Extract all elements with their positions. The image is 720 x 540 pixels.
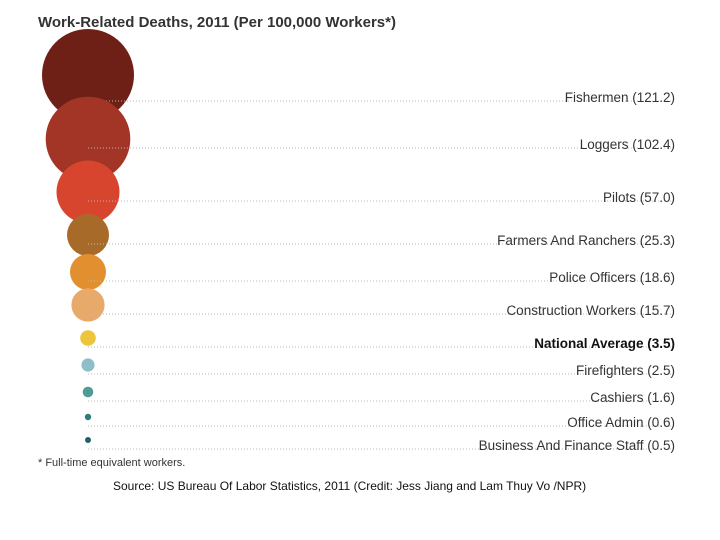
chart-source: Source: US Bureau Of Labor Statistics, 2… (113, 479, 586, 493)
bubble-6 (80, 330, 96, 346)
bubble-1 (45, 96, 131, 182)
bubble-8 (82, 386, 94, 398)
chart-footnote: * Full-time equivalent workers. (38, 457, 185, 469)
row-label-7: Firefighters (2.5) (576, 363, 675, 378)
bubble-4 (70, 254, 106, 290)
row-label-0: Fishermen (121.2) (565, 90, 675, 105)
chart-title: Work-Related Deaths, 2011 (Per 100,000 W… (38, 14, 396, 31)
chart-rows: Fishermen (121.2) Loggers (102.4) Pilots (… (42, 29, 675, 453)
bubble-0 (42, 29, 134, 121)
bubble-3 (67, 214, 109, 256)
row-label-8: Cashiers (1.6) (590, 390, 675, 405)
row-label-9: Office Admin (0.6) (567, 415, 675, 430)
row-label-6: National Average (3.5) (534, 336, 675, 351)
bubble-2 (56, 160, 120, 224)
bubble-7 (81, 358, 95, 372)
bubble-9 (84, 413, 92, 421)
row-label-5: Construction Workers (15.7) (506, 303, 675, 318)
row-label-2: Pilots (57.0) (603, 190, 675, 205)
row-label-10: Business And Finance Staff (0.5) (479, 438, 675, 453)
row-label-1: Loggers (102.4) (580, 137, 675, 152)
bubble-5 (71, 288, 105, 322)
row-label-3: Farmers And Ranchers (25.3) (497, 233, 675, 248)
bubble-10 (85, 437, 91, 443)
row-label-4: Police Officers (18.6) (549, 270, 675, 285)
